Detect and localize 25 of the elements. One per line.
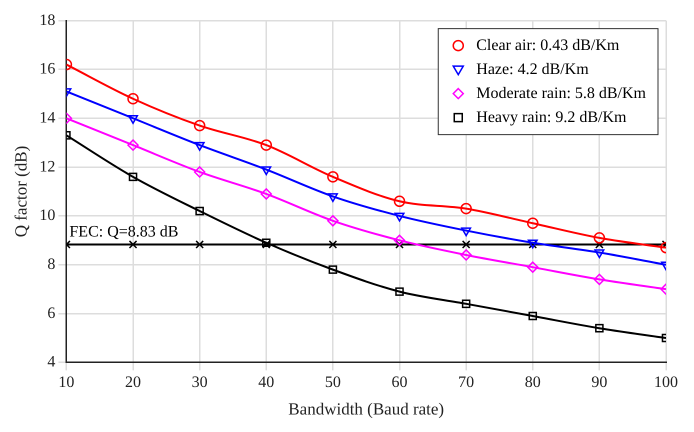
legend-label: Clear air: 0.43 dB/Km — [476, 36, 620, 54]
x-tick-label: 80 — [524, 374, 541, 392]
x-tick-label: 60 — [392, 374, 408, 392]
x-tick-label: 70 — [458, 374, 474, 392]
y-tick-label: 14 — [39, 109, 56, 126]
x-tick-label: 100 — [654, 374, 678, 392]
x-axis-title: Bandwidth (Baud rate) — [288, 399, 444, 418]
x-tick-label: 90 — [591, 374, 608, 392]
annotation: FEC: Q=8.83 dB — [69, 224, 178, 241]
y-tick-label: 8 — [47, 256, 56, 273]
legend-label: Haze: 4.2 dB/Km — [476, 60, 590, 78]
y-tick-label: 6 — [47, 304, 56, 322]
x-tick-label: 40 — [258, 374, 274, 392]
y-tick-label: 16 — [39, 60, 56, 78]
x-tick-label: 20 — [125, 374, 142, 392]
legend-label: Moderate rain: 5.8 dB/Km — [476, 84, 647, 102]
y-tick-label: 12 — [39, 158, 56, 176]
y-tick-label: 10 — [39, 207, 56, 224]
x-tick-label: 30 — [192, 374, 208, 392]
legend-label: Heavy rain: 9.2 dB/Km — [476, 108, 628, 126]
x-tick-label: 50 — [324, 374, 341, 392]
y-tick-label: 18 — [39, 12, 56, 29]
y-tick-label: 4 — [47, 354, 56, 371]
x-tick-label: 10 — [58, 374, 74, 392]
y-axis-title: Q factor (dB) — [12, 146, 31, 238]
